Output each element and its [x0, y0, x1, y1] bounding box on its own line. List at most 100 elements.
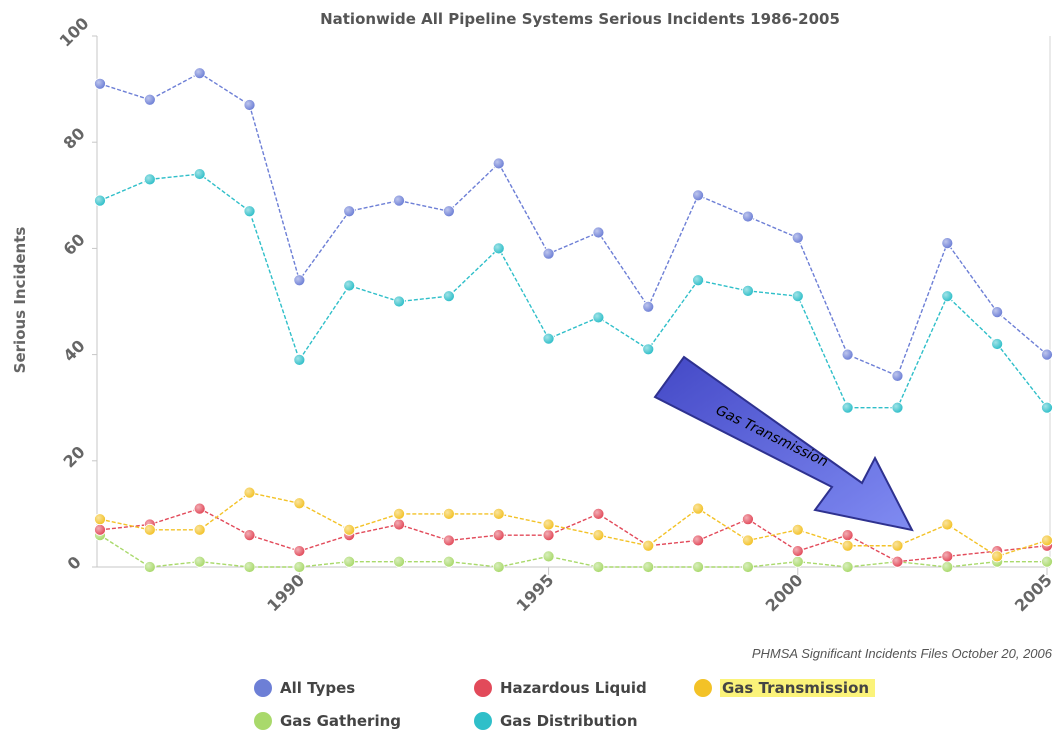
- legend-dot: [474, 712, 492, 730]
- data-point-shine: [344, 556, 355, 567]
- annotation: Gas Transmission: [653, 355, 914, 532]
- y-tick-label: 20: [60, 442, 89, 471]
- data-point-shine: [144, 94, 155, 105]
- data-point-shine: [792, 232, 803, 243]
- data-point-shine: [144, 524, 155, 535]
- data-point-shine: [1042, 349, 1052, 360]
- series-layer: [94, 67, 1053, 573]
- data-point-shine: [493, 562, 504, 572]
- data-point-shine: [643, 301, 654, 312]
- data-point-shine: [742, 285, 753, 296]
- legend-dot: [694, 679, 712, 697]
- data-point-shine: [742, 562, 753, 572]
- data-point-shine: [244, 206, 255, 217]
- legend-label: Gas Transmission: [720, 679, 876, 697]
- series-gas-gathering: [94, 529, 1053, 573]
- data-point-shine: [693, 190, 704, 201]
- data-point-shine: [95, 195, 105, 206]
- data-point-shine: [693, 275, 704, 286]
- series-gas-distribution: [94, 168, 1053, 414]
- data-point-shine: [742, 514, 753, 525]
- legend-item-all-types[interactable]: All Types: [254, 675, 355, 701]
- data-point-shine: [493, 508, 504, 519]
- data-point-shine: [394, 556, 405, 567]
- data-point-shine: [394, 508, 405, 519]
- y-tick-label: 60: [60, 230, 89, 259]
- data-point-shine: [543, 530, 554, 541]
- data-point-shine: [992, 307, 1003, 318]
- legend-item-hazardous-liquid[interactable]: Hazardous Liquid: [474, 675, 647, 701]
- data-point-shine: [792, 556, 803, 567]
- data-point-shine: [443, 556, 454, 567]
- data-point-shine: [842, 349, 853, 360]
- data-point-shine: [842, 562, 853, 572]
- data-point-shine: [1042, 535, 1052, 546]
- series-line-hazardous-liquid: [99, 507, 1048, 563]
- y-tick-label: 80: [60, 124, 89, 153]
- y-axis-label: Serious Incidents: [11, 227, 29, 374]
- y-tick-label: 40: [60, 336, 89, 365]
- data-point-shine: [493, 243, 504, 254]
- legend-item-gas-gathering[interactable]: Gas Gathering: [254, 708, 401, 734]
- data-point-shine: [792, 546, 803, 557]
- legend-label: Hazardous Liquid: [500, 679, 647, 697]
- data-point-shine: [792, 524, 803, 535]
- data-point-shine: [144, 562, 155, 572]
- data-point-shine: [144, 174, 155, 185]
- data-point-shine: [942, 551, 953, 562]
- data-point-shine: [344, 206, 355, 217]
- data-point-shine: [842, 530, 853, 541]
- annotation-arrow: [653, 355, 914, 532]
- data-point-shine: [244, 487, 255, 498]
- data-point-shine: [543, 248, 554, 259]
- data-point-shine: [244, 100, 255, 111]
- data-point-shine: [194, 556, 205, 567]
- data-point-shine: [892, 540, 903, 551]
- data-point-shine: [95, 78, 105, 89]
- data-point-shine: [543, 519, 554, 530]
- data-point-shine: [194, 68, 205, 79]
- legend-item-gas-distribution[interactable]: Gas Distribution: [474, 708, 638, 734]
- data-point-shine: [942, 291, 953, 302]
- data-point-shine: [842, 402, 853, 413]
- data-point-shine: [742, 535, 753, 546]
- data-point-shine: [294, 275, 305, 286]
- data-point-shine: [593, 530, 604, 541]
- chart: Nationwide All Pipeline Systems Serious …: [11, 10, 1056, 615]
- data-point-shine: [1042, 402, 1052, 413]
- data-point-shine: [493, 530, 504, 541]
- data-point-shine: [693, 562, 704, 572]
- series-gas-transmission: [94, 486, 1053, 563]
- series-line-gas-transmission: [99, 491, 1048, 558]
- legend: All Types Hazardous Liquid Gas Transmiss…: [254, 675, 954, 733]
- data-point-shine: [194, 169, 205, 180]
- data-point-shine: [344, 280, 355, 291]
- data-point-shine: [443, 291, 454, 302]
- data-point-shine: [244, 530, 255, 541]
- data-point-shine: [95, 514, 105, 525]
- legend-item-gas-transmission[interactable]: Gas Transmission: [694, 675, 876, 701]
- y-ticks: 0 20 40 60 80 100: [56, 14, 97, 574]
- data-point-shine: [344, 524, 355, 535]
- data-point-shine: [792, 291, 803, 302]
- data-point-shine: [892, 556, 903, 567]
- data-point-shine: [543, 551, 554, 562]
- x-tick-label: 2000: [762, 570, 807, 615]
- data-point-shine: [693, 503, 704, 514]
- data-point-shine: [543, 333, 554, 344]
- source-note: PHMSA Significant Incidents Files Octobe…: [751, 646, 1052, 661]
- legend-label: Gas Gathering: [280, 712, 401, 730]
- data-point-shine: [892, 402, 903, 413]
- legend-dot: [474, 679, 492, 697]
- data-point-shine: [942, 519, 953, 530]
- series-hazardous-liquid: [94, 502, 1053, 568]
- x-tick-label: 2005: [1011, 570, 1056, 615]
- data-point-shine: [593, 227, 604, 238]
- data-point-shine: [294, 354, 305, 365]
- data-point-shine: [244, 562, 255, 572]
- data-point-shine: [443, 535, 454, 546]
- data-point-shine: [693, 535, 704, 546]
- data-point-shine: [493, 158, 504, 169]
- data-point-shine: [593, 508, 604, 519]
- data-point-shine: [643, 540, 654, 551]
